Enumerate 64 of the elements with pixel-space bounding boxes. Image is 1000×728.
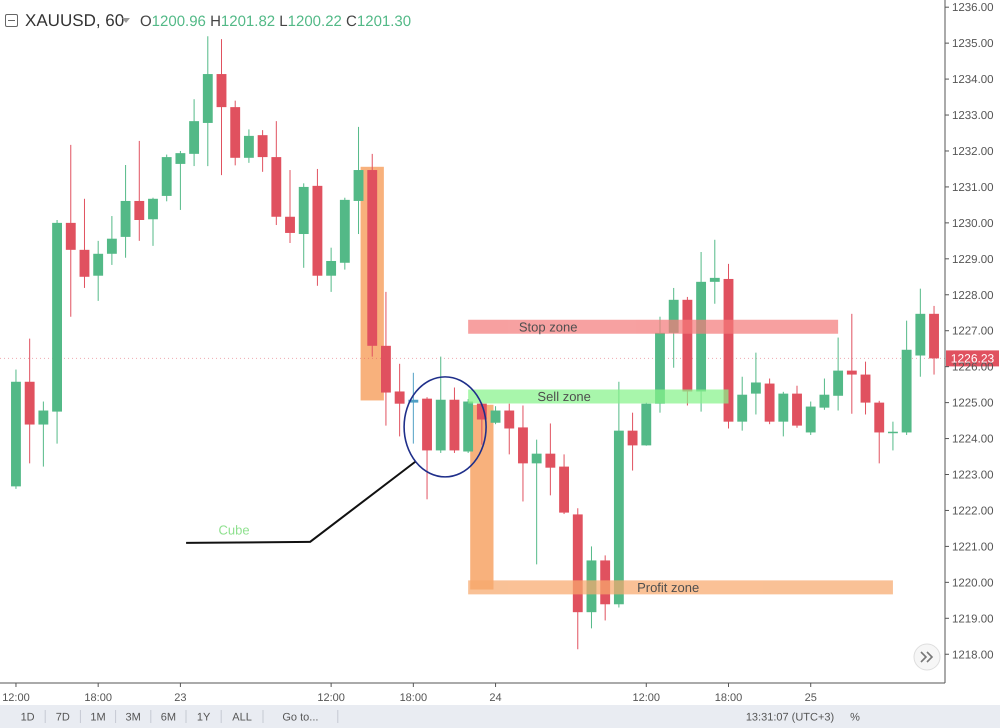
text: 1M xyxy=(90,711,106,724)
y-tick-label: 1224.00 xyxy=(952,434,994,446)
candlestick xyxy=(326,247,336,292)
y-tick-label: 1218.00 xyxy=(952,649,994,662)
y-tick-label: 1230.00 xyxy=(952,218,994,230)
text: % xyxy=(850,711,860,724)
text: 3M xyxy=(126,711,141,724)
x-tick-label: 18:00 xyxy=(84,692,112,704)
y-tick-label: 1221.00 xyxy=(952,541,994,554)
candlestick xyxy=(148,197,158,246)
text: 1D xyxy=(20,711,35,724)
x-tick-label: 12:00 xyxy=(2,692,30,704)
candlestick xyxy=(93,240,104,302)
candlestick xyxy=(134,140,144,242)
candlestick xyxy=(750,352,761,415)
candlestick xyxy=(504,403,514,455)
y-tick-label: 1235.00 xyxy=(952,38,994,50)
y-tick-label: 1231.00 xyxy=(952,182,994,194)
text: 13:31:07 (UTC+3) xyxy=(746,711,834,724)
candlestick xyxy=(244,128,254,164)
series-label: Stop zone xyxy=(518,319,578,334)
candlestick xyxy=(545,422,556,496)
x-tick-label: 23 xyxy=(174,692,187,704)
candlestick xyxy=(628,412,638,472)
y-tick-label: 1227.00 xyxy=(952,326,994,338)
y-tick-label: 1228.00 xyxy=(952,290,994,302)
y-tick-label: 1220.00 xyxy=(952,577,994,590)
text: 1Y xyxy=(196,711,211,724)
candlestick xyxy=(394,363,405,437)
y-tick-label: 1229.00 xyxy=(952,254,994,266)
x-tick-label: 12:00 xyxy=(632,692,660,704)
candlestick xyxy=(258,130,268,172)
y-tick-label: 1232.00 xyxy=(952,146,994,158)
candlestick xyxy=(106,216,117,266)
y-tick-label: 1223.00 xyxy=(952,470,994,482)
candlestick xyxy=(846,313,857,414)
text: O1200.96 H1201.82 L1200.22 C1201.30 xyxy=(140,13,412,30)
text: Go to... xyxy=(282,711,318,724)
candlestick xyxy=(490,406,500,425)
series-label: Sell zone xyxy=(537,389,591,404)
y-tick-label: 1219.00 xyxy=(952,613,994,626)
series-label: Profit zone xyxy=(637,580,700,595)
x-tick-label: 25 xyxy=(804,692,817,704)
y-tick-label: 1236.00 xyxy=(952,2,994,14)
candlestick xyxy=(888,421,898,451)
x-tick-label: 18:00 xyxy=(714,692,742,704)
y-tick-label: 1222.00 xyxy=(952,505,994,518)
x-tick-label: 18:00 xyxy=(400,692,428,704)
y-tick-label: 1234.00 xyxy=(952,74,994,86)
x-tick-label: 12:00 xyxy=(317,692,345,704)
annotation: Cube xyxy=(218,522,250,538)
text: ALL xyxy=(232,711,252,724)
y-tick-label: 1233.00 xyxy=(952,110,994,122)
text: 6M xyxy=(160,711,176,724)
candlestick xyxy=(285,170,295,244)
candlestick xyxy=(38,401,48,468)
text: XAUUSD, 60 xyxy=(25,11,124,30)
text: 7D xyxy=(56,711,70,724)
candlestick xyxy=(532,439,542,565)
x-tick-label: 24 xyxy=(489,692,502,704)
candlestick xyxy=(819,378,830,410)
y-tick-label: 1225.00 xyxy=(952,398,994,410)
candlestick xyxy=(175,150,186,210)
candlestick xyxy=(710,239,720,304)
